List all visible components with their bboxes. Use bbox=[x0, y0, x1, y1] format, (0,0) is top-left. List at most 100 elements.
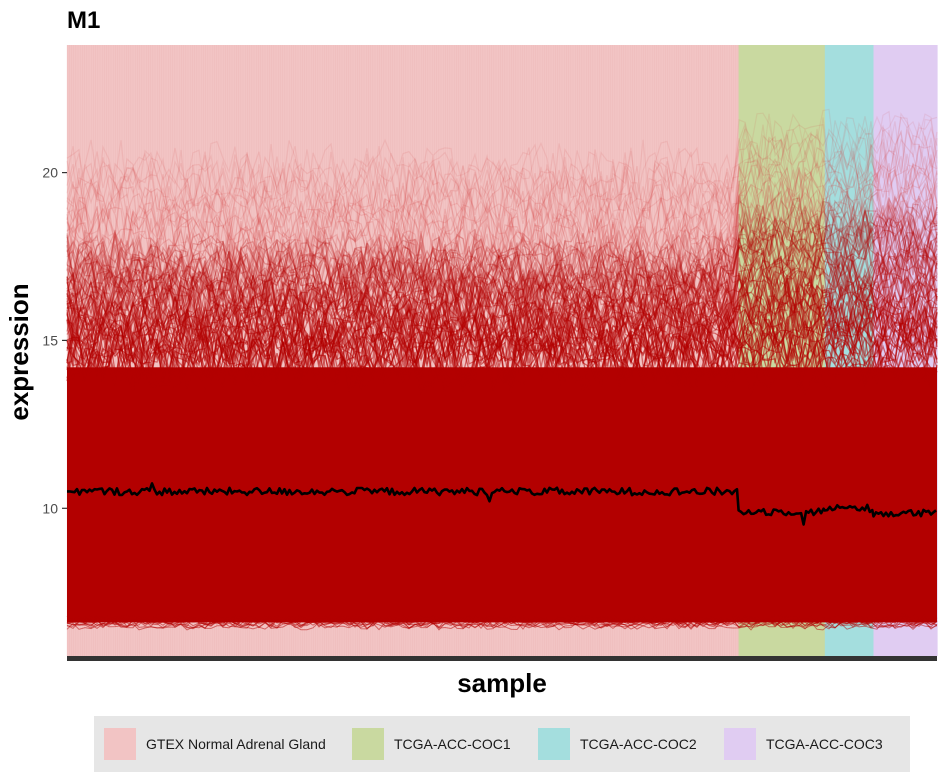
expression-line-lower bbox=[66, 614, 938, 625]
expression-line-faint bbox=[66, 157, 938, 248]
y-tick-label: 20 bbox=[42, 165, 58, 181]
expression-line-faint bbox=[66, 184, 938, 275]
expression-line bbox=[66, 287, 938, 353]
expression-line-faint bbox=[66, 154, 938, 253]
expression-line bbox=[66, 190, 938, 285]
expression-line bbox=[66, 306, 938, 369]
y-axis: 10 15 20 bbox=[42, 165, 67, 516]
expression-line bbox=[66, 270, 938, 344]
expression-line bbox=[66, 274, 938, 346]
mean-expression-line bbox=[67, 482, 937, 526]
expression-line-lower bbox=[66, 620, 938, 630]
expression-line bbox=[66, 247, 938, 326]
expression-line bbox=[66, 314, 938, 378]
expression-line bbox=[66, 211, 938, 302]
expression-line-faint bbox=[66, 171, 938, 274]
expression-line bbox=[66, 303, 938, 366]
expression-line bbox=[66, 224, 938, 310]
y-axis-title: expression bbox=[4, 283, 34, 420]
expression-line-lower bbox=[66, 615, 938, 626]
expression-line-faint bbox=[66, 119, 938, 216]
expression-line bbox=[66, 317, 938, 380]
expression-line bbox=[66, 288, 938, 356]
expression-line bbox=[66, 190, 938, 284]
legend-label-3: TCGA-ACC-COC2 bbox=[580, 736, 697, 752]
expression-line bbox=[66, 205, 938, 296]
expression-line bbox=[66, 259, 938, 337]
expression-line bbox=[66, 199, 938, 292]
y-tick-label: 10 bbox=[42, 500, 58, 516]
expression-line bbox=[66, 273, 938, 344]
expression-line bbox=[66, 242, 938, 323]
expression-line-faint bbox=[66, 126, 938, 224]
legend-key-1 bbox=[104, 728, 136, 760]
expression-line bbox=[66, 239, 938, 320]
chart-title: M1 bbox=[67, 7, 100, 34]
x-axis-bar bbox=[67, 656, 937, 661]
expression-line-faint bbox=[66, 108, 938, 201]
expression-line bbox=[66, 250, 938, 329]
expression-line bbox=[66, 192, 938, 289]
expression-line bbox=[66, 293, 938, 361]
expression-line-faint bbox=[66, 142, 938, 242]
expression-line bbox=[66, 219, 938, 306]
expression-line-faint bbox=[66, 180, 938, 280]
expression-line bbox=[66, 224, 938, 310]
y-tick-label: 15 bbox=[42, 332, 58, 348]
expression-line bbox=[66, 288, 938, 359]
expression-line-faint bbox=[66, 126, 938, 222]
expression-line bbox=[66, 246, 938, 323]
expression-line-lower bbox=[66, 613, 938, 624]
expression-lines bbox=[66, 108, 938, 631]
expression-line-faint bbox=[66, 134, 938, 235]
expression-line-faint bbox=[66, 168, 938, 270]
expression-line-faint bbox=[66, 116, 938, 213]
expression-line bbox=[66, 200, 938, 293]
expression-line bbox=[66, 263, 938, 341]
expression-line bbox=[66, 215, 938, 304]
expression-line bbox=[66, 258, 938, 337]
legend-label-4: TCGA-ACC-COC3 bbox=[766, 736, 883, 752]
expression-line bbox=[66, 215, 938, 303]
expression-line bbox=[66, 270, 938, 341]
expression-line bbox=[66, 299, 938, 367]
legend-label-1: GTEX Normal Adrenal Gland bbox=[146, 736, 326, 752]
expression-line bbox=[66, 206, 938, 295]
expression-line bbox=[66, 293, 938, 360]
expression-line-lower bbox=[66, 614, 938, 624]
expression-line bbox=[66, 278, 938, 350]
expression-line bbox=[66, 299, 938, 362]
expression-line bbox=[66, 311, 938, 375]
expression-line bbox=[66, 281, 938, 354]
expression-line bbox=[66, 220, 938, 307]
expression-line bbox=[66, 200, 938, 288]
expression-line bbox=[66, 254, 938, 332]
expression-line bbox=[66, 234, 938, 317]
legend-key-2 bbox=[352, 728, 384, 760]
expression-line bbox=[66, 281, 938, 353]
expression-line bbox=[66, 264, 938, 337]
expression-line-faint bbox=[66, 137, 938, 236]
expression-line-faint bbox=[66, 129, 938, 229]
expression-line-faint bbox=[66, 163, 938, 260]
legend-label-2: TCGA-ACC-COC1 bbox=[394, 736, 511, 752]
expression-line-faint bbox=[66, 146, 938, 244]
expression-line bbox=[66, 260, 938, 335]
expression-line bbox=[66, 309, 938, 373]
expression-line bbox=[66, 279, 938, 350]
expression-line bbox=[66, 251, 938, 330]
expression-line bbox=[66, 306, 938, 371]
expression-line bbox=[66, 193, 938, 286]
expression-line bbox=[66, 237, 938, 317]
expression-line bbox=[66, 211, 938, 300]
expression-line-faint bbox=[66, 183, 938, 286]
mean-line-group bbox=[67, 482, 937, 526]
expression-line bbox=[66, 298, 938, 364]
legend-key-4 bbox=[724, 728, 756, 760]
expression-line bbox=[66, 209, 938, 298]
expression-line bbox=[66, 330, 938, 387]
expression-line bbox=[66, 313, 938, 376]
legend-background bbox=[94, 716, 910, 772]
expression-line bbox=[66, 249, 938, 325]
